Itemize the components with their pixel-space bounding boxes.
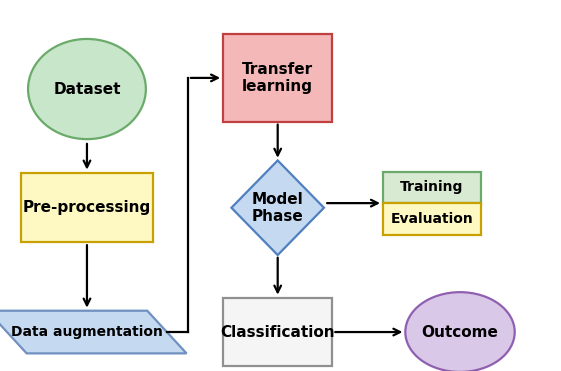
FancyBboxPatch shape bbox=[383, 171, 481, 203]
Text: Data augmentation: Data augmentation bbox=[11, 325, 163, 339]
FancyBboxPatch shape bbox=[223, 34, 332, 121]
FancyBboxPatch shape bbox=[21, 174, 153, 242]
Text: Model
Phase: Model Phase bbox=[252, 191, 304, 224]
Ellipse shape bbox=[405, 292, 514, 371]
Text: Evaluation: Evaluation bbox=[390, 212, 473, 226]
Polygon shape bbox=[231, 160, 324, 255]
Text: Classification: Classification bbox=[220, 325, 335, 339]
Text: Training: Training bbox=[401, 180, 463, 194]
Text: Dataset: Dataset bbox=[53, 82, 121, 96]
FancyBboxPatch shape bbox=[223, 298, 332, 367]
FancyBboxPatch shape bbox=[383, 203, 481, 234]
Text: Transfer
learning: Transfer learning bbox=[242, 62, 313, 94]
Text: Pre-processing: Pre-processing bbox=[23, 200, 151, 215]
Text: Outcome: Outcome bbox=[421, 325, 499, 339]
Polygon shape bbox=[0, 311, 186, 353]
Ellipse shape bbox=[28, 39, 146, 139]
